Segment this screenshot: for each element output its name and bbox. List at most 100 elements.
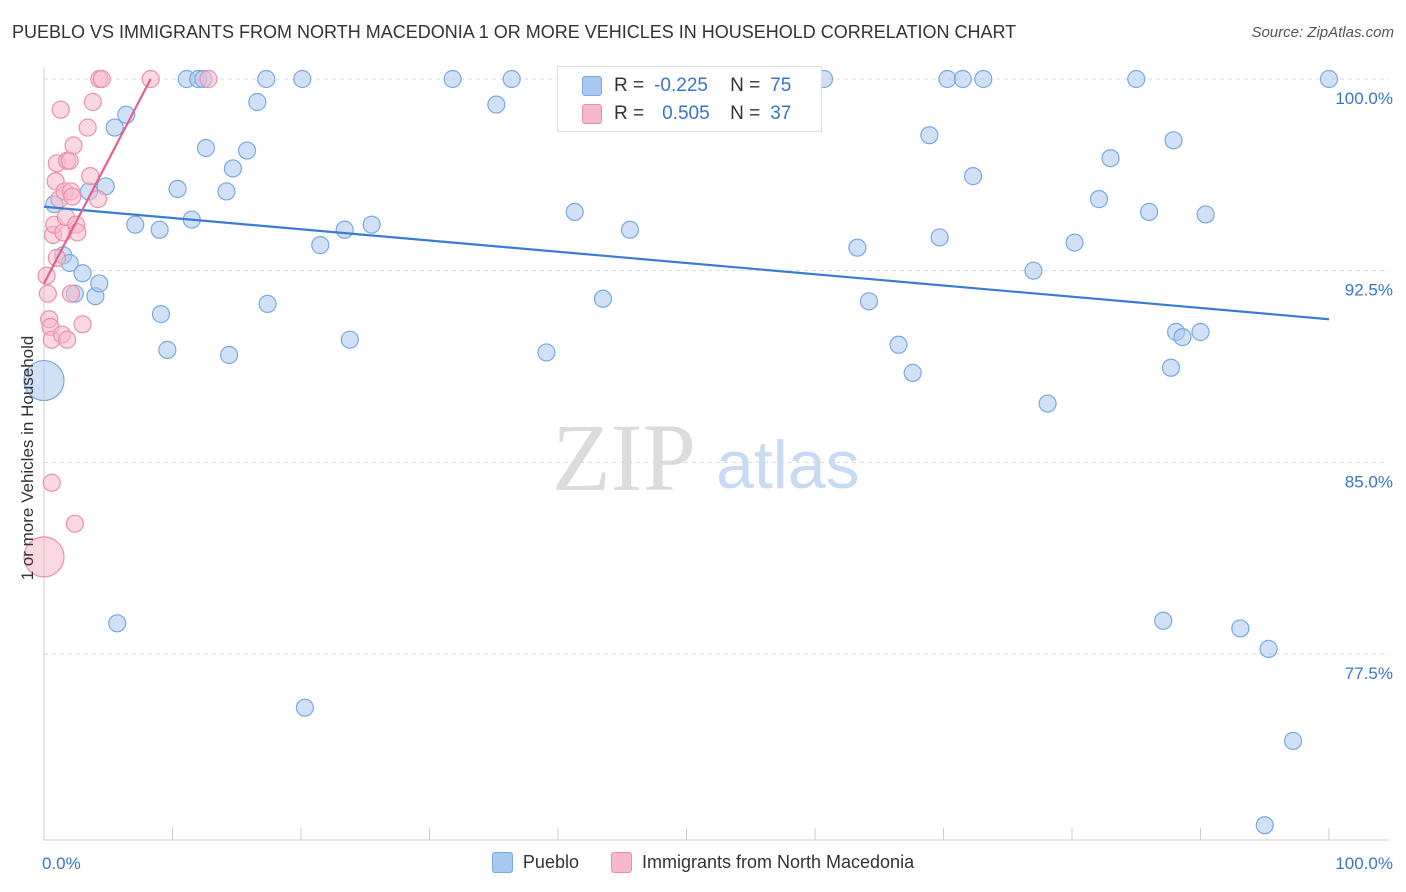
series-legend-pueblo[interactable]: Pueblo <box>491 852 579 873</box>
pueblo-point <box>1127 69 1146 89</box>
macedonia-point <box>38 284 57 303</box>
pueblo-point <box>1089 190 1109 209</box>
macedonia-point <box>199 69 218 89</box>
pueblo-point <box>1038 394 1057 413</box>
watermark-atlas: atlas <box>716 427 860 503</box>
series-legend: Pueblo Immigrants from North Macedonia <box>0 852 1406 873</box>
legend-swatch-pueblo <box>582 76 602 96</box>
macedonia-point <box>58 330 77 349</box>
pueblo-point <box>362 215 381 234</box>
pueblo-trend-line <box>43 205 1330 321</box>
pueblo-point <box>1255 816 1274 835</box>
x-tick-label: 100.0% <box>1335 854 1393 873</box>
macedonia-point <box>64 136 83 155</box>
pueblo-point <box>257 69 276 89</box>
legend-row-pueblo: R = -0.225 N = 75 <box>582 74 791 98</box>
legend-r-value: 0.505 <box>662 103 710 124</box>
pueblo-point <box>1259 639 1278 658</box>
pueblo-point <box>1231 619 1250 638</box>
macedonia-point <box>60 151 79 170</box>
series-swatch-pueblo <box>491 852 513 873</box>
source-credit: Source: ZipAtlas.com <box>1251 24 1394 41</box>
pueblo-point <box>258 294 277 313</box>
series-label-pueblo: Pueblo <box>522 852 579 872</box>
pueblo-point <box>963 167 983 186</box>
pueblo-point <box>151 305 171 324</box>
pueblo-point <box>73 264 92 283</box>
pueblo-point <box>108 614 127 633</box>
pueblo-point <box>237 141 257 160</box>
legend-row-macedonia: R = 0.505 N = 37 <box>582 102 791 126</box>
pueblo-point <box>1173 328 1192 347</box>
pueblo-point <box>1139 202 1159 221</box>
legend-r-value: -0.225 <box>654 75 708 96</box>
pueblo-point <box>196 138 216 158</box>
pueblo-point <box>502 69 521 89</box>
pueblo-point <box>1065 233 1084 252</box>
pueblo-point <box>311 236 330 255</box>
pueblo-point <box>126 215 145 234</box>
legend-n-value: 37 <box>770 103 792 124</box>
legend-swatch-macedonia <box>582 104 602 124</box>
pueblo-point <box>1101 149 1120 168</box>
pueblo-point <box>105 118 124 137</box>
y-axis-title: 1 or more Vehicles in Household <box>18 335 37 581</box>
macedonia-point <box>23 536 65 578</box>
macedonia-point <box>83 92 102 112</box>
x-tick-label: 0.0% <box>42 854 81 873</box>
pueblo-point <box>150 220 169 239</box>
pueblo-point <box>565 202 584 221</box>
legend-n-label: N = <box>730 103 761 124</box>
pueblo-point <box>930 228 949 247</box>
y-tick-label: 77.5% <box>1345 664 1393 683</box>
macedonia-point <box>92 69 111 89</box>
pueblo-point <box>23 359 65 402</box>
pueblo-point <box>217 182 236 201</box>
y-tick-label: 92.5% <box>1345 281 1393 300</box>
pueblo-point <box>90 274 109 293</box>
pueblo-point <box>920 126 939 145</box>
pueblo-point <box>593 289 613 308</box>
pueblo-point <box>859 292 879 311</box>
watermark: ZIP atlas <box>552 404 860 511</box>
pueblo-point <box>487 95 506 114</box>
pueblo-point <box>340 330 359 349</box>
pueblo-point <box>974 69 993 89</box>
pueblo-point <box>335 220 354 239</box>
pueblo-point <box>1319 69 1339 89</box>
points-layer <box>23 69 1339 835</box>
pueblo-point <box>219 345 239 365</box>
axis-layer <box>43 68 1389 841</box>
macedonia-point <box>42 473 61 492</box>
legend-r-label: R = <box>614 75 645 96</box>
series-legend-macedonia[interactable]: Immigrants from North Macedonia <box>610 852 915 873</box>
pueblo-point <box>1283 731 1303 750</box>
pueblo-point <box>168 179 187 198</box>
macedonia-point <box>88 190 108 209</box>
legend-r-label: R = <box>614 103 645 124</box>
pueblo-point <box>953 69 972 89</box>
legend-n-value: 75 <box>770 75 792 96</box>
correlation-legend: R = -0.225 N = 75 R = 0.505 N = 37 <box>557 66 822 132</box>
pueblo-point <box>158 340 177 359</box>
pueblo-point <box>938 69 957 89</box>
series-swatch-macedonia <box>610 852 632 873</box>
pueblo-point <box>293 69 312 89</box>
y-tick-label: 85.0% <box>1345 472 1393 491</box>
series-label-macedonia: Immigrants from North Macedonia <box>641 852 915 872</box>
macedonia-point <box>37 266 56 285</box>
pueblo-point <box>889 335 908 354</box>
macedonia-point <box>51 100 70 119</box>
legend-n-label: N = <box>730 75 761 96</box>
macedonia-point <box>65 514 84 533</box>
chart-title: PUEBLO VS IMMIGRANTS FROM NORTH MACEDONI… <box>12 22 1017 42</box>
pueblo-point <box>1154 611 1173 630</box>
macedonia-point <box>63 187 82 206</box>
macedonia-point <box>73 315 92 334</box>
pueblo-point <box>1164 131 1183 150</box>
watermark-zip: ZIP <box>552 404 696 511</box>
pueblo-point <box>848 238 867 257</box>
pueblo-point <box>1024 261 1043 280</box>
pueblo-point <box>295 698 314 717</box>
